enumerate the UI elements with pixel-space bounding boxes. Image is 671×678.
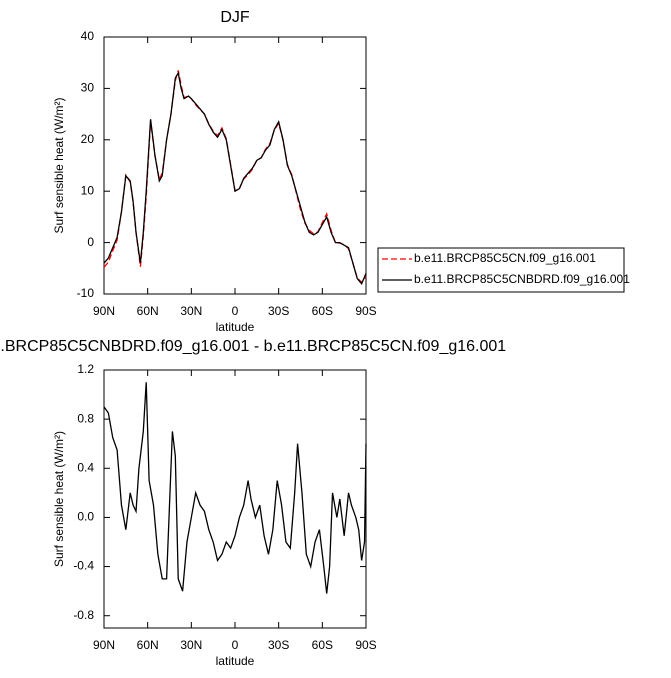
- x-axis-label: latitude: [216, 320, 255, 334]
- x-tick-label: 0: [232, 304, 239, 318]
- x-tick-label: 30S: [268, 638, 289, 652]
- plot-frame: [103, 36, 367, 295]
- data-line: [103, 70, 367, 284]
- y-tick-label: 20: [81, 132, 95, 146]
- x-axis-label: latitude: [216, 654, 255, 668]
- y-tick-label: 30: [81, 81, 95, 95]
- x-tick-label: 60N: [137, 304, 159, 318]
- y-tick-label: 1.2: [77, 362, 94, 376]
- y-tick-label: 10: [81, 183, 95, 197]
- x-tick-label: 90S: [355, 638, 376, 652]
- x-tick-label: 30S: [268, 304, 289, 318]
- y-tick-label: -0.8: [73, 608, 94, 622]
- y-tick-label: 40: [81, 29, 95, 43]
- y-tick-label: 0.0: [77, 510, 94, 524]
- x-tick-label: 30N: [180, 638, 202, 652]
- y-axis-label: Surf sensible heat (W/m²): [52, 431, 66, 567]
- chart-title: DJF: [220, 9, 250, 26]
- x-tick-label: 60S: [312, 304, 333, 318]
- chart-title: 11.BRCP85C5CNBDRD.f09_g16.001 - b.e11.BR…: [0, 338, 506, 355]
- x-tick-label: 90S: [355, 304, 376, 318]
- x-tick-label: 30N: [180, 304, 202, 318]
- x-tick-label: 60N: [137, 638, 159, 652]
- y-tick-label: 0.8: [77, 411, 94, 425]
- x-tick-label: 90N: [93, 304, 115, 318]
- legend-box: [377, 247, 625, 293]
- y-axis-label: Surf sensible heat (W/m²): [52, 97, 66, 233]
- y-tick-label: 0.4: [77, 460, 94, 474]
- x-tick-label: 60S: [312, 638, 333, 652]
- legend-label: b.e11.BRCP85C5CNBDRD.f09_g16.001: [414, 272, 630, 286]
- y-tick-label: -10: [77, 286, 95, 300]
- x-tick-label: 90N: [93, 638, 115, 652]
- x-tick-label: 0: [232, 638, 239, 652]
- legend-label: b.e11.BRCP85C5CN.f09_g16.001: [414, 251, 596, 265]
- data-line: [103, 382, 367, 594]
- data-line: [103, 71, 367, 285]
- y-tick-label: 0: [87, 235, 94, 249]
- y-tick-label: -0.4: [73, 559, 94, 573]
